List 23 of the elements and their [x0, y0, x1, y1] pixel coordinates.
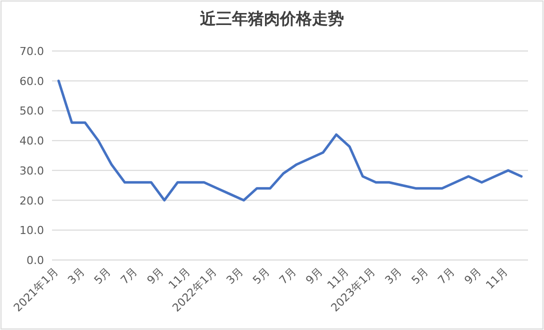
chart-title: 近三年猪肉价格走势 [199, 9, 344, 28]
y-tick-label: 0.0 [26, 254, 44, 267]
x-tick-label: 9月 [462, 264, 484, 287]
y-tick-label: 20.0 [20, 194, 44, 208]
x-tick-label: 3月 [224, 264, 246, 287]
x-tick-label: 9月 [303, 264, 326, 287]
x-tick-label: 3月 [382, 264, 405, 287]
x-tick-label: 5月 [409, 264, 431, 287]
y-tick-label: 70.0 [20, 45, 44, 58]
line-series [57, 80, 523, 202]
y-tick-label: 10.0 [20, 224, 44, 238]
y-tick-label: 40.0 [20, 134, 44, 148]
x-tick-label: 5月 [250, 264, 272, 287]
x-tick-label: 7月 [118, 264, 140, 287]
x-tick-label: 7月 [435, 264, 458, 287]
x-tick-label: 3月 [65, 264, 88, 287]
y-tick-label: 60.0 [20, 74, 44, 88]
x-tick-label: 7月 [276, 264, 299, 287]
x-tick-label: 5月 [92, 264, 114, 287]
x-tick-label: 9月 [144, 264, 167, 287]
x-tick-label: 11月 [483, 264, 510, 292]
y-tick-label: 50.0 [20, 104, 44, 118]
y-tick-label: 30.0 [20, 164, 44, 178]
